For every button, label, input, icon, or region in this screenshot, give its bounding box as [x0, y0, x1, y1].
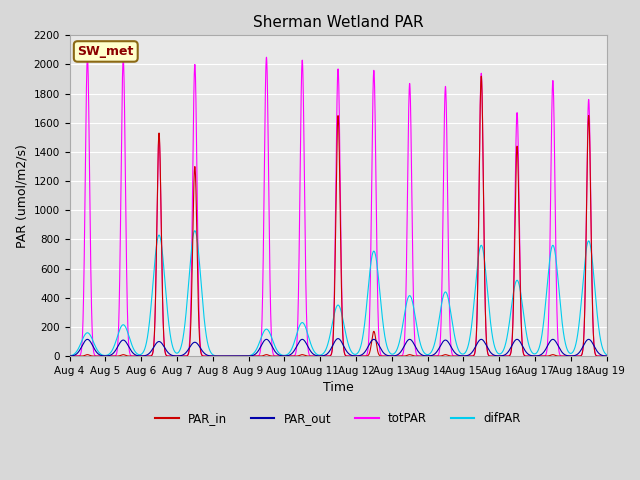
difPAR	[267, 332, 275, 338]
totPAR	[84, 54, 92, 60]
Title: Sherman Wetland PAR: Sherman Wetland PAR	[253, 15, 423, 30]
Line: totPAR: totPAR	[70, 57, 607, 356]
PAR_out	[334, 336, 342, 341]
Legend: PAR_in, PAR_out, totPAR, difPAR: PAR_in, PAR_out, totPAR, difPAR	[150, 407, 526, 430]
Line: PAR_in: PAR_in	[70, 76, 607, 356]
totPAR	[180, 353, 188, 359]
difPAR	[488, 334, 496, 339]
PAR_in	[66, 353, 74, 359]
difPAR	[175, 349, 182, 355]
PAR_in	[477, 73, 485, 79]
totPAR	[175, 353, 182, 359]
Text: SW_met: SW_met	[77, 45, 134, 58]
totPAR	[603, 353, 611, 359]
PAR_out	[488, 351, 496, 357]
totPAR	[267, 311, 275, 317]
difPAR	[228, 353, 236, 359]
PAR_in	[488, 353, 496, 359]
Line: PAR_out: PAR_out	[70, 338, 607, 356]
totPAR	[412, 350, 420, 356]
Y-axis label: PAR (umol/m2/s): PAR (umol/m2/s)	[15, 144, 28, 248]
PAR_in	[180, 353, 188, 359]
PAR_out	[267, 341, 275, 347]
Line: difPAR: difPAR	[70, 231, 607, 356]
PAR_in	[175, 353, 182, 359]
difPAR	[191, 228, 198, 234]
PAR_out	[180, 351, 188, 357]
totPAR	[601, 353, 609, 359]
difPAR	[66, 353, 74, 359]
PAR_in	[412, 353, 420, 359]
PAR_out	[175, 353, 182, 359]
difPAR	[603, 352, 611, 358]
difPAR	[180, 325, 188, 331]
PAR_in	[267, 353, 275, 359]
PAR_out	[227, 353, 234, 359]
PAR_in	[601, 353, 609, 359]
PAR_out	[601, 353, 609, 359]
difPAR	[412, 319, 420, 325]
totPAR	[227, 353, 234, 359]
difPAR	[601, 350, 609, 356]
PAR_in	[603, 353, 611, 359]
PAR_out	[603, 353, 611, 359]
X-axis label: Time: Time	[323, 382, 353, 395]
totPAR	[488, 353, 496, 359]
totPAR	[66, 353, 74, 359]
PAR_out	[66, 353, 74, 359]
PAR_in	[227, 353, 235, 359]
PAR_out	[412, 345, 420, 351]
